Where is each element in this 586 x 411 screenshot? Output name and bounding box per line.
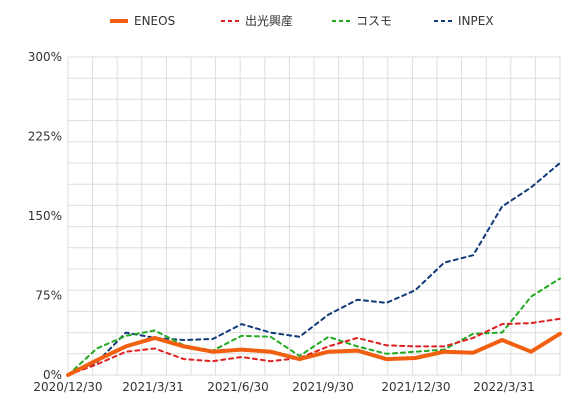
y-tick-label: 75% [35, 289, 62, 303]
x-tick-label: 2021/3/31 [122, 380, 184, 394]
series-line-0 [66, 331, 562, 377]
series-line-3 [67, 162, 561, 376]
x-tick-label: 2021/12/30 [381, 380, 450, 394]
y-tick-label: 225% [28, 130, 62, 144]
series-lines [66, 162, 562, 377]
x-tick-label: 2021/6/30 [207, 380, 269, 394]
y-tick-label: 300% [28, 50, 62, 64]
y-tick-label: 150% [28, 209, 62, 223]
legend-label: INPEX [458, 14, 494, 28]
legend-label: コスモ [356, 14, 392, 28]
y-axis-labels: 0% 75% 150% 225% 300% [28, 50, 62, 382]
x-tick-label: 2021/9/30 [292, 380, 354, 394]
x-axis-labels: 2020/12/30 2021/3/31 2021/6/30 2021/9/30 202… [33, 380, 534, 394]
legend: ENEOS 出光興産 コスモ INPEX [110, 13, 494, 28]
x-tick-label: 2022/3/31 [473, 380, 535, 394]
grid [67, 56, 561, 376]
series-line-2 [67, 277, 561, 376]
legend-label: ENEOS [134, 14, 175, 28]
legend-label: 出光興産 [245, 13, 293, 28]
y-tick-label: 0% [43, 368, 62, 382]
series-line-1 [67, 317, 561, 376]
x-tick-label: 2020/12/30 [33, 380, 102, 394]
